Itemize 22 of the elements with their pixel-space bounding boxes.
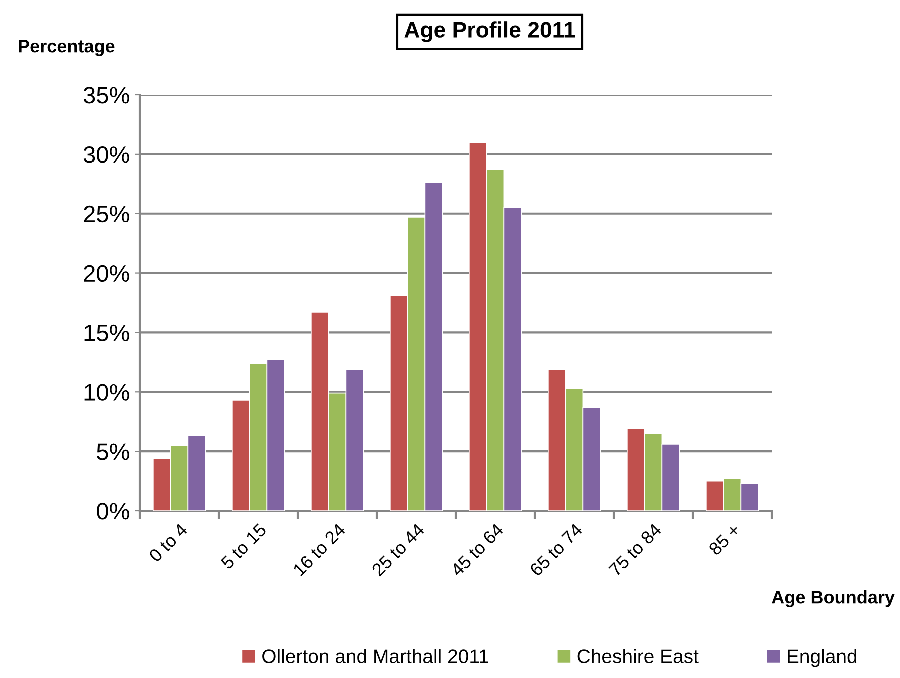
legend-label: England [788,649,857,668]
legend-label: Cheshire East [578,649,699,664]
x-tick-label: 45 to 64 [450,522,505,578]
x-tick-label: 16 to 24 [292,522,347,577]
x-tick-label: 0 to 4 [148,522,189,563]
x-tick-label: 85 + [708,523,742,556]
y-tick-label: 35% [84,87,130,104]
x-tick-label: 5 to 15 [220,523,268,570]
legend-label: Ollerton and Marthall 2011 [262,649,488,664]
x-tick-label: 75 to 84 [608,522,663,577]
y-axis-title: Percentage [19,40,115,56]
chart-title: Age Profile 2011 [404,22,576,42]
y-tick-label: 20% [84,265,130,282]
y-tick-label: 15% [84,324,130,342]
y-tick-label: 10% [84,384,130,401]
x-axis-title: Age Boundary [772,590,895,608]
x-tick-label: 65 to 74 [529,522,584,577]
y-tick-label: 0% [97,503,130,520]
y-tick-label: 25% [84,206,130,223]
y-tick-label: 5% [97,444,130,460]
y-tick-label: 30% [84,146,130,164]
x-tick-label: 25 to 44 [371,522,426,577]
